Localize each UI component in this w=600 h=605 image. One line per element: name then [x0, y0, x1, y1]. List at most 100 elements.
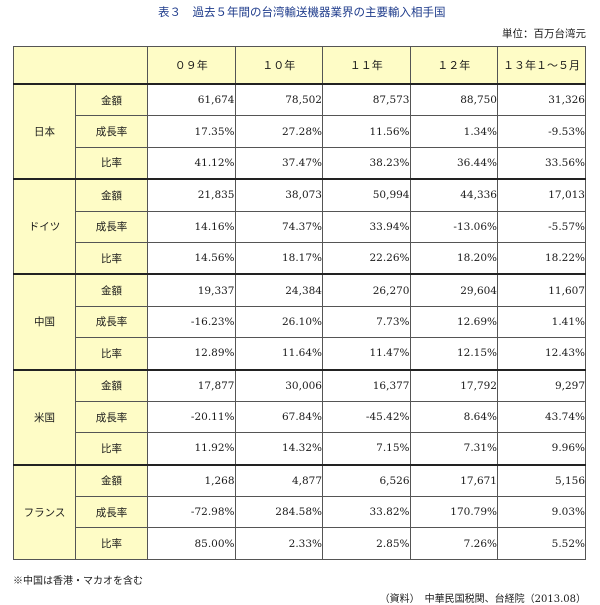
value-cell: 17.35% — [147, 115, 236, 148]
value-cell: -5.57% — [497, 210, 586, 243]
metric-cell: 成長率 — [75, 210, 148, 243]
value-cell: 38.23% — [322, 146, 411, 180]
value-cell: 36.44% — [409, 146, 498, 180]
metric-cell: 成長率 — [75, 496, 148, 529]
value-cell: 88,750 — [409, 83, 498, 117]
value-cell: 1,268 — [147, 463, 236, 498]
value-cell: 11,607 — [497, 273, 586, 307]
header-row: ０９年 １０年 １１年 １２年 １３年１～５月 — [13, 46, 586, 85]
value-cell: 26,270 — [322, 273, 411, 307]
value-cell: 85.00% — [147, 527, 236, 560]
value-cell: 12.89% — [147, 337, 236, 371]
value-cell: -16.23% — [147, 305, 236, 339]
value-cell: 284.58% — [234, 496, 323, 529]
source-note: （資料） 中華民国税関、台経院（2013.08） — [379, 594, 586, 605]
table-row: 成長率 -16.23% 26.10% 7.73% 12.69% 1.41% — [14, 305, 586, 339]
value-cell: -9.53% — [497, 115, 586, 148]
value-cell: 14.32% — [234, 432, 323, 466]
value-cell: 78,502 — [234, 83, 323, 117]
value-cell: 18.17% — [234, 241, 323, 275]
country-cell: ドイツ — [13, 178, 76, 275]
value-cell: 16,377 — [322, 368, 411, 402]
value-cell: 61,674 — [147, 83, 236, 117]
value-cell: 67.84% — [234, 400, 323, 434]
table-row: 日本 金額 61,674 78,502 87,573 88,750 31,326 — [13, 82, 586, 180]
value-cell: 2.33% — [234, 527, 323, 560]
table-row: フランス 金額 1,268 4,877 6,526 17,671 5,156 — [13, 463, 586, 560]
value-cell: 11.47% — [322, 337, 411, 371]
unit-label: 単位：百万台湾元 — [502, 28, 586, 40]
table-row: 中国 金額 19,337 24,384 26,270 29,604 11,607 — [13, 273, 586, 371]
country-cell: 日本 — [13, 82, 76, 180]
import-table: ０９年 １０年 １１年 １２年 １３年１～５月 日本 金額 61,674 78,502… — [13, 46, 586, 560]
value-cell: 9.96% — [497, 432, 586, 466]
footnote: ※中国は香港・マカオを含む — [13, 576, 143, 587]
table-row: 比率 11.92% 14.32% 7.15% 7.31% 9.96% — [14, 432, 586, 466]
column-header: １２年 — [409, 46, 498, 85]
value-cell: -72.98% — [147, 496, 236, 529]
value-cell: 17,671 — [409, 463, 498, 498]
column-header: １１年 — [322, 46, 411, 85]
value-cell: 12.69% — [409, 305, 498, 339]
table-row: 米国 金額 17,877 30,006 16,377 17,792 9,297 — [13, 368, 586, 466]
value-cell: -20.11% — [147, 400, 236, 434]
table-row: ドイツ 金額 21,835 38,073 50,994 44,336 17,013 — [13, 178, 586, 275]
value-cell: 4,877 — [234, 463, 323, 498]
value-cell: 38,073 — [234, 178, 323, 212]
corner-cell — [13, 46, 148, 85]
value-cell: 7.15% — [322, 432, 411, 466]
table-row: 比率 85.00% 2.33% 2.85% 7.26% 5.52% — [14, 527, 586, 560]
value-cell: 11.64% — [234, 337, 323, 371]
value-cell: 31,326 — [497, 83, 586, 117]
value-cell: 5,156 — [497, 463, 586, 498]
value-cell: 17,877 — [147, 368, 236, 402]
value-cell: 9.03% — [497, 496, 586, 529]
metric-cell: 金額 — [75, 368, 148, 402]
metric-cell: 金額 — [75, 463, 148, 498]
country-cell: フランス — [13, 463, 76, 560]
table-row: 比率 14.56% 18.17% 22.26% 18.20% 18.22% — [14, 241, 586, 275]
value-cell: 11.92% — [147, 432, 236, 466]
metric-cell: 金額 — [75, 273, 148, 307]
metric-cell: 比率 — [75, 527, 148, 560]
metric-cell: 比率 — [75, 337, 148, 371]
value-cell: 9,297 — [497, 368, 586, 402]
metric-cell: 金額 — [75, 178, 148, 212]
value-cell: 5.52% — [497, 527, 586, 560]
value-cell: 12.43% — [497, 337, 586, 371]
table-row: 成長率 -20.11% 67.84% -45.42% 8.64% 43.74% — [14, 400, 586, 434]
column-header: １０年 — [234, 46, 323, 85]
value-cell: 12.15% — [409, 337, 498, 371]
value-cell: 43.74% — [497, 400, 586, 434]
value-cell: 17,792 — [409, 368, 498, 402]
value-cell: 7.26% — [409, 527, 498, 560]
value-cell: 1.41% — [497, 305, 586, 339]
value-cell: -45.42% — [322, 400, 411, 434]
value-cell: 21,835 — [147, 178, 236, 212]
metric-cell: 金額 — [75, 83, 148, 117]
value-cell: 18.22% — [497, 241, 586, 275]
value-cell: 87,573 — [322, 83, 411, 117]
table-title: 表３ 過去５年間の台湾輸送機器業界の主要輸入相手国 — [158, 5, 446, 19]
value-cell: 30,006 — [234, 368, 323, 402]
value-cell: 44,336 — [409, 178, 498, 212]
table-row: 成長率 -72.98% 284.58% 33.82% 170.79% 9.03% — [14, 496, 586, 529]
metric-cell: 比率 — [75, 432, 148, 466]
value-cell: 17,013 — [497, 178, 586, 212]
column-header: １３年１～５月 — [497, 46, 586, 85]
value-cell: 1.34% — [409, 115, 498, 148]
value-cell: 26.10% — [234, 305, 323, 339]
value-cell: 74.37% — [234, 210, 323, 243]
metric-cell: 成長率 — [75, 115, 148, 148]
value-cell: 33.82% — [322, 496, 411, 529]
value-cell: 2.85% — [322, 527, 411, 560]
value-cell: 22.26% — [322, 241, 411, 275]
table-row: 成長率 14.16% 74.37% 33.94% -13.06% -5.57% — [14, 210, 586, 243]
metric-cell: 比率 — [75, 146, 148, 180]
value-cell: 37.47% — [234, 146, 323, 180]
table-row: 比率 12.89% 11.64% 11.47% 12.15% 12.43% — [14, 337, 586, 371]
value-cell: 41.12% — [147, 146, 236, 180]
table-row: 比率 41.12% 37.47% 38.23% 36.44% 33.56% — [14, 146, 586, 180]
value-cell: 11.56% — [322, 115, 411, 148]
column-header: ０９年 — [147, 46, 236, 85]
